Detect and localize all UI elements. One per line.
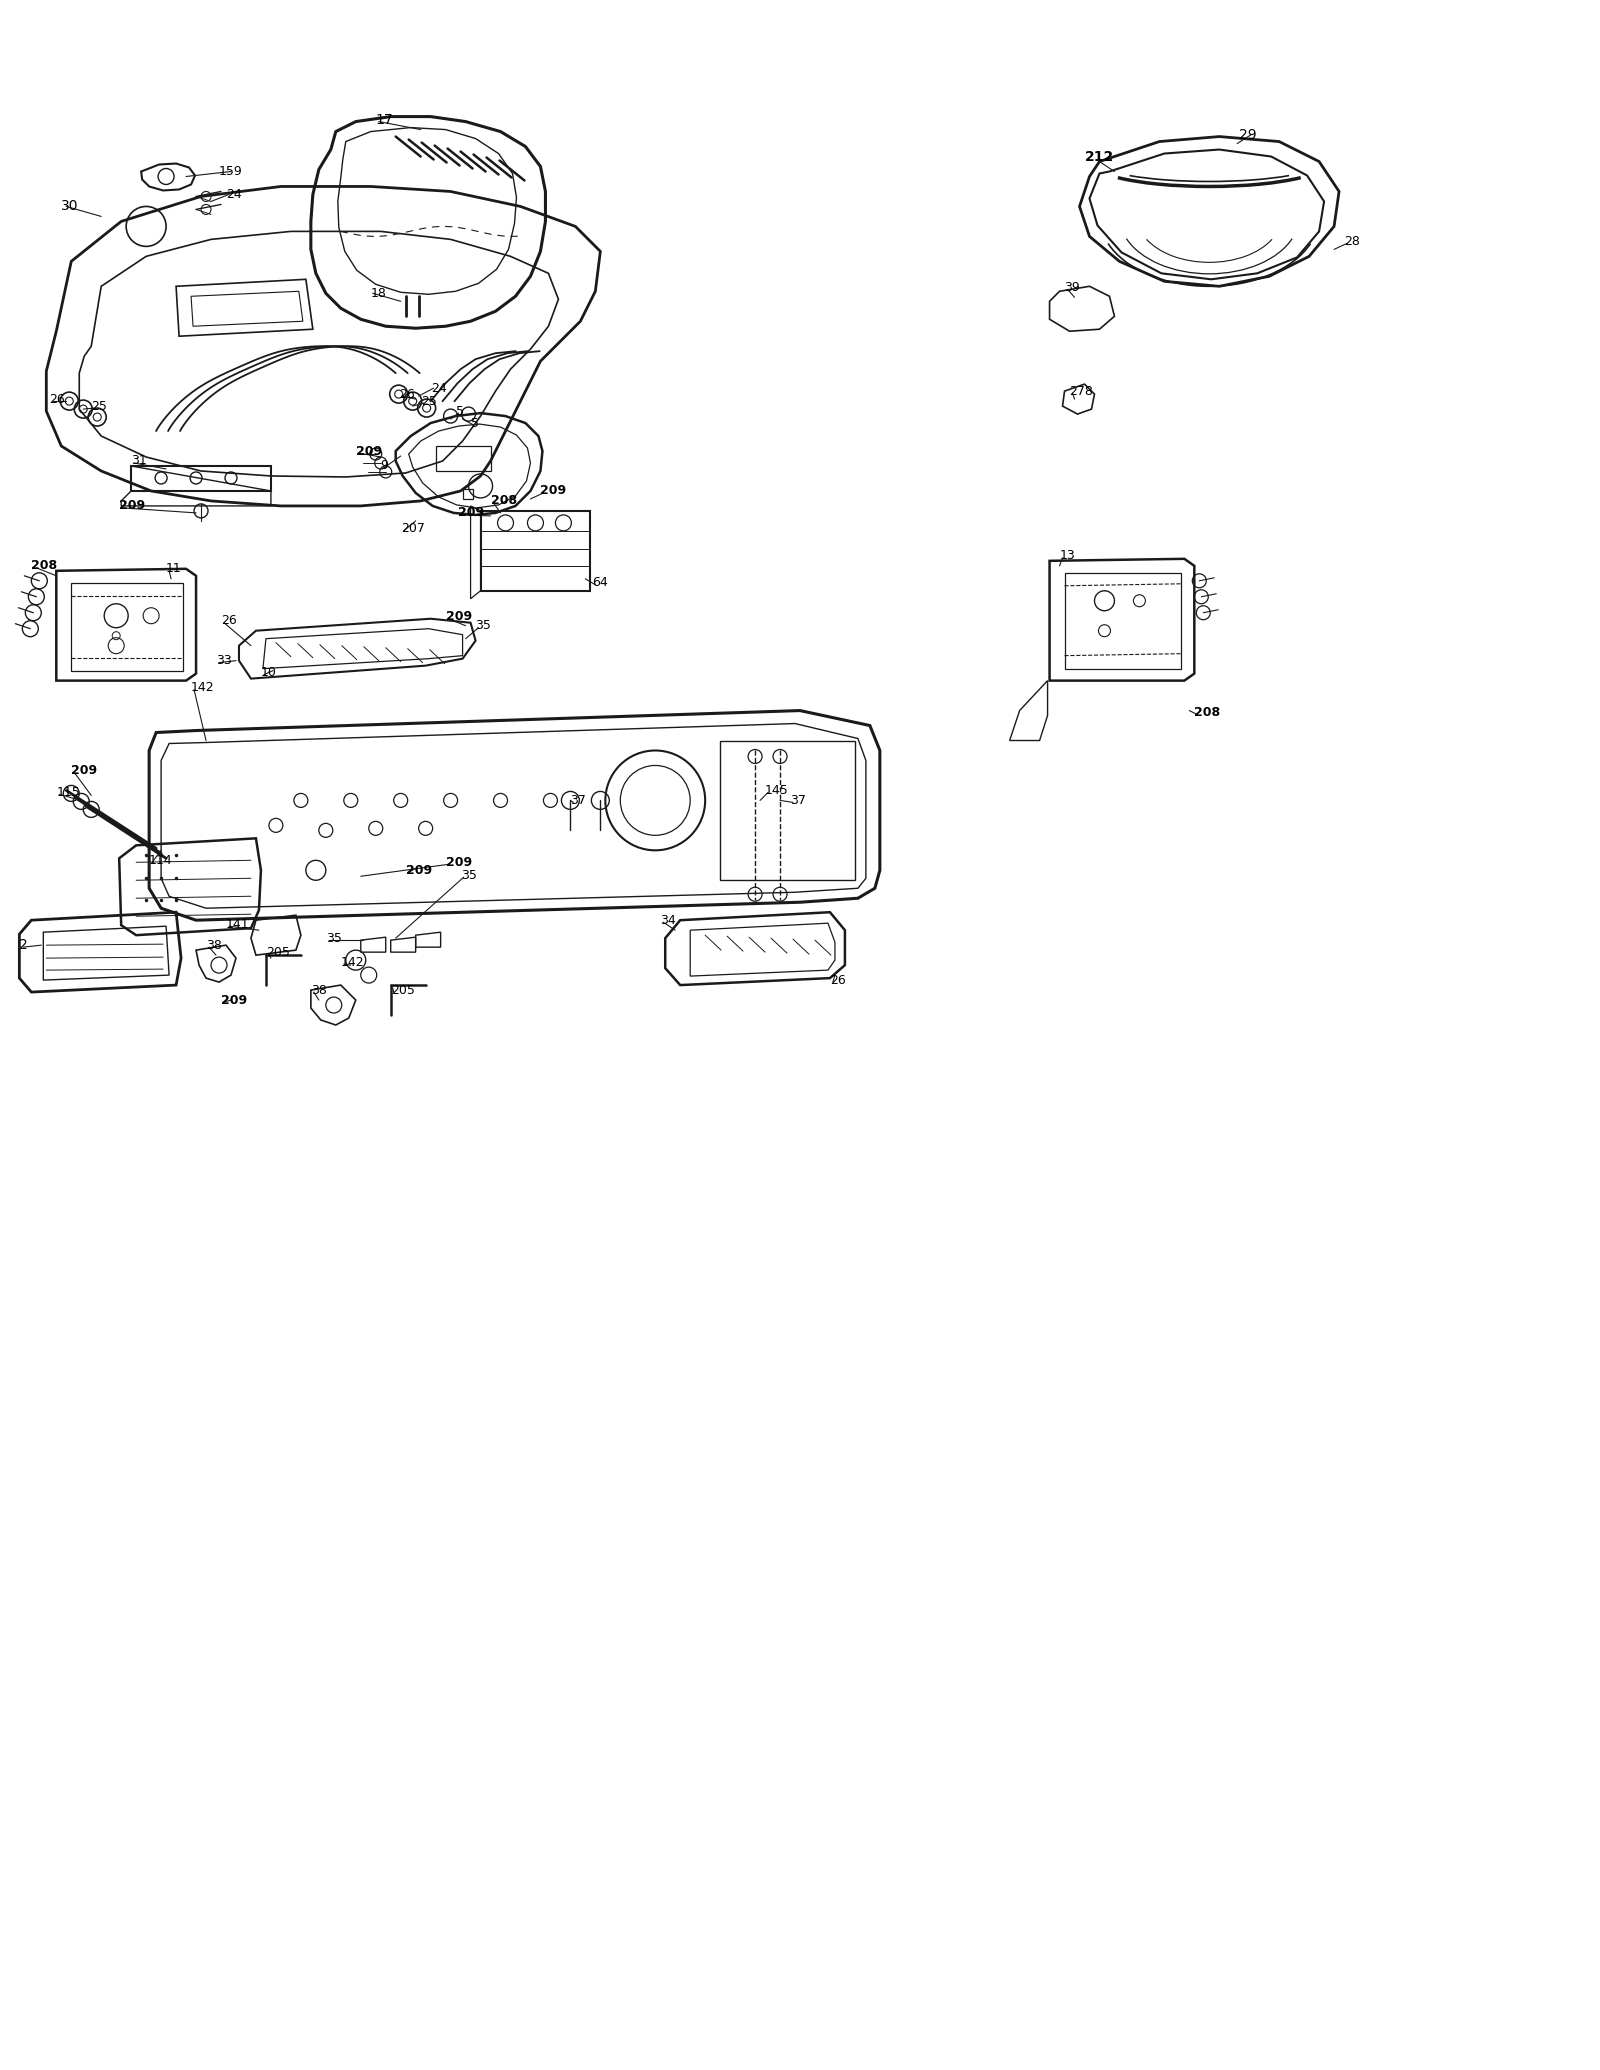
Text: 209: 209 [118,499,146,513]
Text: 31: 31 [131,455,147,468]
Text: 10: 10 [261,667,277,679]
Text: 142: 142 [190,681,214,693]
Text: 38: 38 [206,938,222,952]
Text: 205: 205 [390,983,414,996]
Text: 28: 28 [1344,234,1360,248]
Text: 5: 5 [470,416,478,431]
Text: 209: 209 [446,855,472,869]
Text: 35: 35 [475,619,491,631]
Text: 30: 30 [61,199,78,213]
Text: 207: 207 [400,522,424,536]
Text: 24: 24 [226,188,242,201]
Text: 209: 209 [355,445,382,457]
Text: 35: 35 [326,932,342,944]
Text: 11: 11 [166,563,182,575]
Text: 33: 33 [216,654,232,667]
Text: 17: 17 [376,112,394,126]
Text: 212: 212 [1085,149,1114,164]
Text: 26: 26 [398,387,414,402]
Text: 26: 26 [830,973,846,987]
Text: 9: 9 [381,460,389,472]
Text: 34: 34 [661,913,675,927]
Text: 13: 13 [1059,549,1075,563]
Text: 145: 145 [765,785,789,797]
Text: 26: 26 [50,393,66,406]
Text: 209: 209 [221,994,246,1006]
Text: 209: 209 [446,611,472,623]
Text: 209: 209 [406,863,432,878]
Text: 39: 39 [1064,282,1080,294]
Polygon shape [141,164,195,190]
Text: 209: 209 [541,484,566,497]
Text: 209: 209 [458,507,483,520]
Text: 278: 278 [1069,385,1093,397]
Text: 142: 142 [341,956,365,969]
Text: 2: 2 [19,938,29,952]
Text: 25: 25 [421,395,437,408]
Text: 205: 205 [266,946,290,958]
Text: 5: 5 [456,404,464,418]
Text: 38: 38 [310,983,326,996]
Text: 141: 141 [226,917,250,932]
Text: 18: 18 [371,288,387,300]
Text: 159: 159 [219,166,243,178]
Text: 37: 37 [790,795,806,807]
Text: 26: 26 [221,615,237,627]
Text: 24: 24 [430,381,446,395]
Text: 35: 35 [461,869,477,882]
Text: 208: 208 [1194,706,1221,718]
Text: 209: 209 [72,764,98,776]
Text: 29: 29 [1240,128,1258,141]
Text: 37: 37 [570,795,586,807]
Text: 208: 208 [491,495,517,507]
Text: 115: 115 [56,787,80,799]
Text: 25: 25 [91,400,107,412]
Text: 64: 64 [592,575,608,590]
Text: 208: 208 [32,559,58,571]
Text: 114: 114 [149,853,173,867]
